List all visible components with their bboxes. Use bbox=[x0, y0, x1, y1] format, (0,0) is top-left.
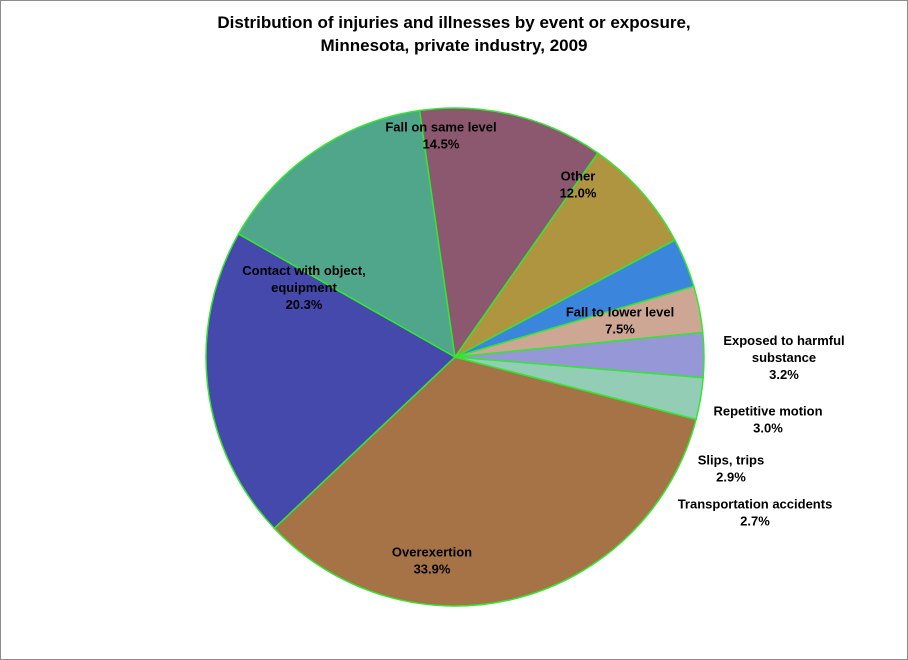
slice-label-percent: 12.0% bbox=[560, 186, 597, 201]
pie-slice-transportation-accidents bbox=[454, 356, 704, 421]
slice-label-name: Contact with object, bbox=[242, 263, 366, 278]
slice-label-fall-to-lower-level: Fall to lower level 7.5% bbox=[566, 305, 674, 337]
slice-label-name: Slips, trips bbox=[698, 453, 764, 468]
slice-label-name: Repetitive motion bbox=[713, 404, 822, 419]
slice-label-name: Overexertion bbox=[392, 545, 472, 560]
slice-label-other: Other 12.0% bbox=[560, 169, 597, 201]
slice-label-fall-on-same-level: Fall on same level 14.5% bbox=[385, 120, 496, 152]
pie-slice-fall-on-same-level bbox=[237, 109, 456, 359]
slice-label-percent: 14.5% bbox=[423, 137, 460, 152]
slice-label-exposed-to-harmful-substance: Exposed to harmful substance 3.2% bbox=[723, 333, 844, 382]
slice-label-overexertion: Overexertion 33.9% bbox=[392, 545, 472, 577]
slice-label-percent: 33.9% bbox=[414, 562, 451, 577]
slice-label-repetitive-motion: Repetitive motion 3.0% bbox=[713, 404, 822, 436]
chart-title-line-1: Distribution of injuries and illnesses b… bbox=[217, 13, 691, 32]
slice-label-percent: 2.9% bbox=[716, 470, 746, 485]
slice-label-percent: 3.2% bbox=[769, 367, 799, 382]
slice-label-transportation-accidents: Transportation accidents 2.7% bbox=[678, 497, 833, 529]
slice-label-name: Transportation accidents bbox=[678, 497, 833, 512]
slice-label-name: Fall to lower level bbox=[566, 305, 674, 320]
slice-label-percent: 7.5% bbox=[605, 322, 635, 337]
pie-slice-overexertion bbox=[273, 356, 697, 607]
slice-label-name: Fall on same level bbox=[385, 120, 496, 135]
slice-label-name: equipment bbox=[271, 280, 337, 295]
slice-label-name: Exposed to harmful bbox=[723, 333, 844, 348]
slice-label-contact-with-object-equipment: Contact with object, equipment 20.3% bbox=[242, 263, 366, 312]
pie-slice-fall-to-lower-level bbox=[454, 152, 676, 358]
pie-slice-other bbox=[418, 107, 599, 359]
slice-label-percent: 3.0% bbox=[753, 421, 783, 436]
slice-label-slips-trips: Slips, trips 2.9% bbox=[698, 453, 764, 485]
slice-label-name: Other bbox=[561, 169, 596, 184]
chart-title-line-2: Minnesota, private industry, 2009 bbox=[320, 36, 588, 55]
slice-label-percent: 20.3% bbox=[286, 297, 323, 312]
slice-label-name: substance bbox=[752, 350, 816, 365]
slice-label-percent: 2.7% bbox=[740, 514, 770, 529]
pie-slice-contact-with-object-equipment bbox=[205, 232, 457, 530]
